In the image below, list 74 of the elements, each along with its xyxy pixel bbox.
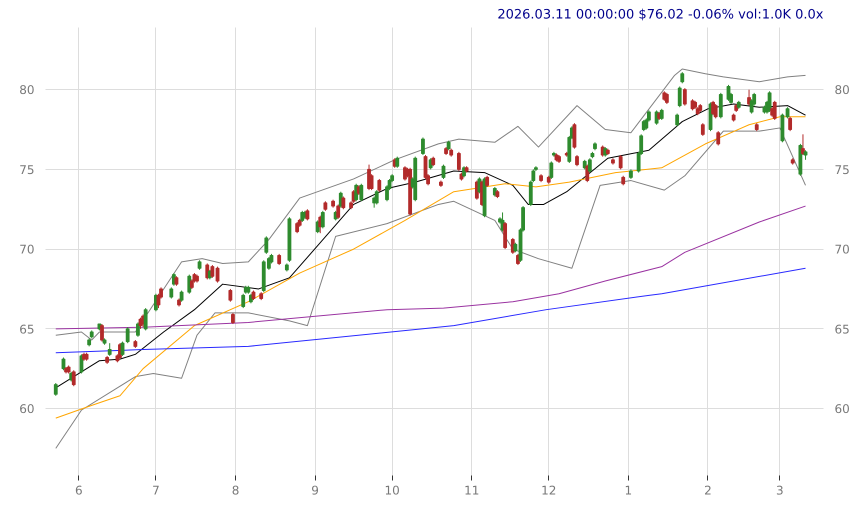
x-tick-label: 7 [152, 484, 160, 498]
candlestick [718, 92, 723, 119]
candlestick [618, 154, 623, 170]
candlestick [503, 222, 508, 250]
x-tick-label: 3 [776, 484, 784, 498]
candlestick [80, 354, 84, 374]
candlestick [768, 90, 772, 112]
candlestick [120, 341, 124, 356]
candlestick [295, 222, 300, 234]
x-tick-label: 9 [311, 484, 319, 498]
y-tick-label: 75 [19, 162, 35, 177]
y-tick-label: 65 [19, 322, 35, 336]
candlestick [801, 134, 805, 156]
candlestick [241, 293, 246, 309]
candlestick [485, 175, 490, 188]
candlestick [377, 178, 382, 192]
line-series [55, 268, 806, 354]
candlestick [323, 200, 328, 212]
candlestick [100, 324, 104, 342]
candlestick [126, 326, 130, 344]
candlestick [772, 100, 777, 120]
y2-tick-label: 60 [834, 402, 850, 416]
x-tick-label: 6 [75, 484, 83, 498]
y2-tick-label: 65 [834, 322, 850, 336]
candlestick [456, 151, 461, 172]
candlestick [575, 154, 579, 167]
candlestick [714, 104, 718, 119]
candlestick [231, 312, 235, 325]
y-tick-label: 80 [19, 83, 35, 98]
line-series [55, 206, 806, 330]
candlestick [700, 122, 705, 136]
candlestick [180, 290, 184, 302]
candlestick [277, 253, 282, 266]
candlestick [716, 130, 720, 146]
x-tick-label: 12 [541, 484, 556, 498]
candlestick [675, 113, 680, 127]
candlestick [664, 92, 669, 105]
candlestick [678, 86, 682, 108]
y-tick-label: 60 [19, 402, 35, 416]
candlestick [442, 164, 446, 180]
x-tick-label: 1 [624, 484, 632, 498]
candlestick [549, 160, 554, 180]
candlestick [682, 88, 687, 106]
candlestick [621, 175, 626, 186]
candlestick [264, 236, 268, 254]
candlestick [395, 156, 400, 168]
candlestick [446, 140, 451, 151]
candlestick [174, 276, 178, 286]
candlestick [374, 190, 379, 205]
x-tick-label: 11 [464, 484, 480, 498]
x-tick-label: 10 [384, 484, 400, 498]
candlestick [421, 137, 425, 156]
candlestick [169, 286, 174, 300]
candlestick [572, 122, 576, 150]
y2-tick-label: 70 [834, 242, 850, 257]
line-series [55, 68, 806, 340]
candlestick [680, 72, 684, 84]
candlestick [54, 382, 58, 396]
candlestick [431, 156, 436, 167]
y2-tick-label: 80 [834, 83, 850, 98]
candlestick [788, 116, 792, 132]
x-tick-label: 8 [232, 484, 240, 498]
candlestick [136, 322, 140, 338]
y-tick-label: 70 [19, 242, 35, 257]
candlestick [629, 168, 633, 180]
candlestick [228, 288, 232, 302]
x-tick-label: 2 [704, 484, 712, 498]
candlestick [320, 210, 325, 229]
candlestick [108, 342, 112, 356]
y2-tick-label: 75 [834, 162, 850, 177]
candlestick [62, 357, 66, 371]
candlestick [252, 290, 256, 301]
chart-title: 2026.03.11 00:00:00 $76.02 -0.06% vol:1.0K 0.0x [497, 8, 824, 22]
candlestick [198, 260, 202, 270]
